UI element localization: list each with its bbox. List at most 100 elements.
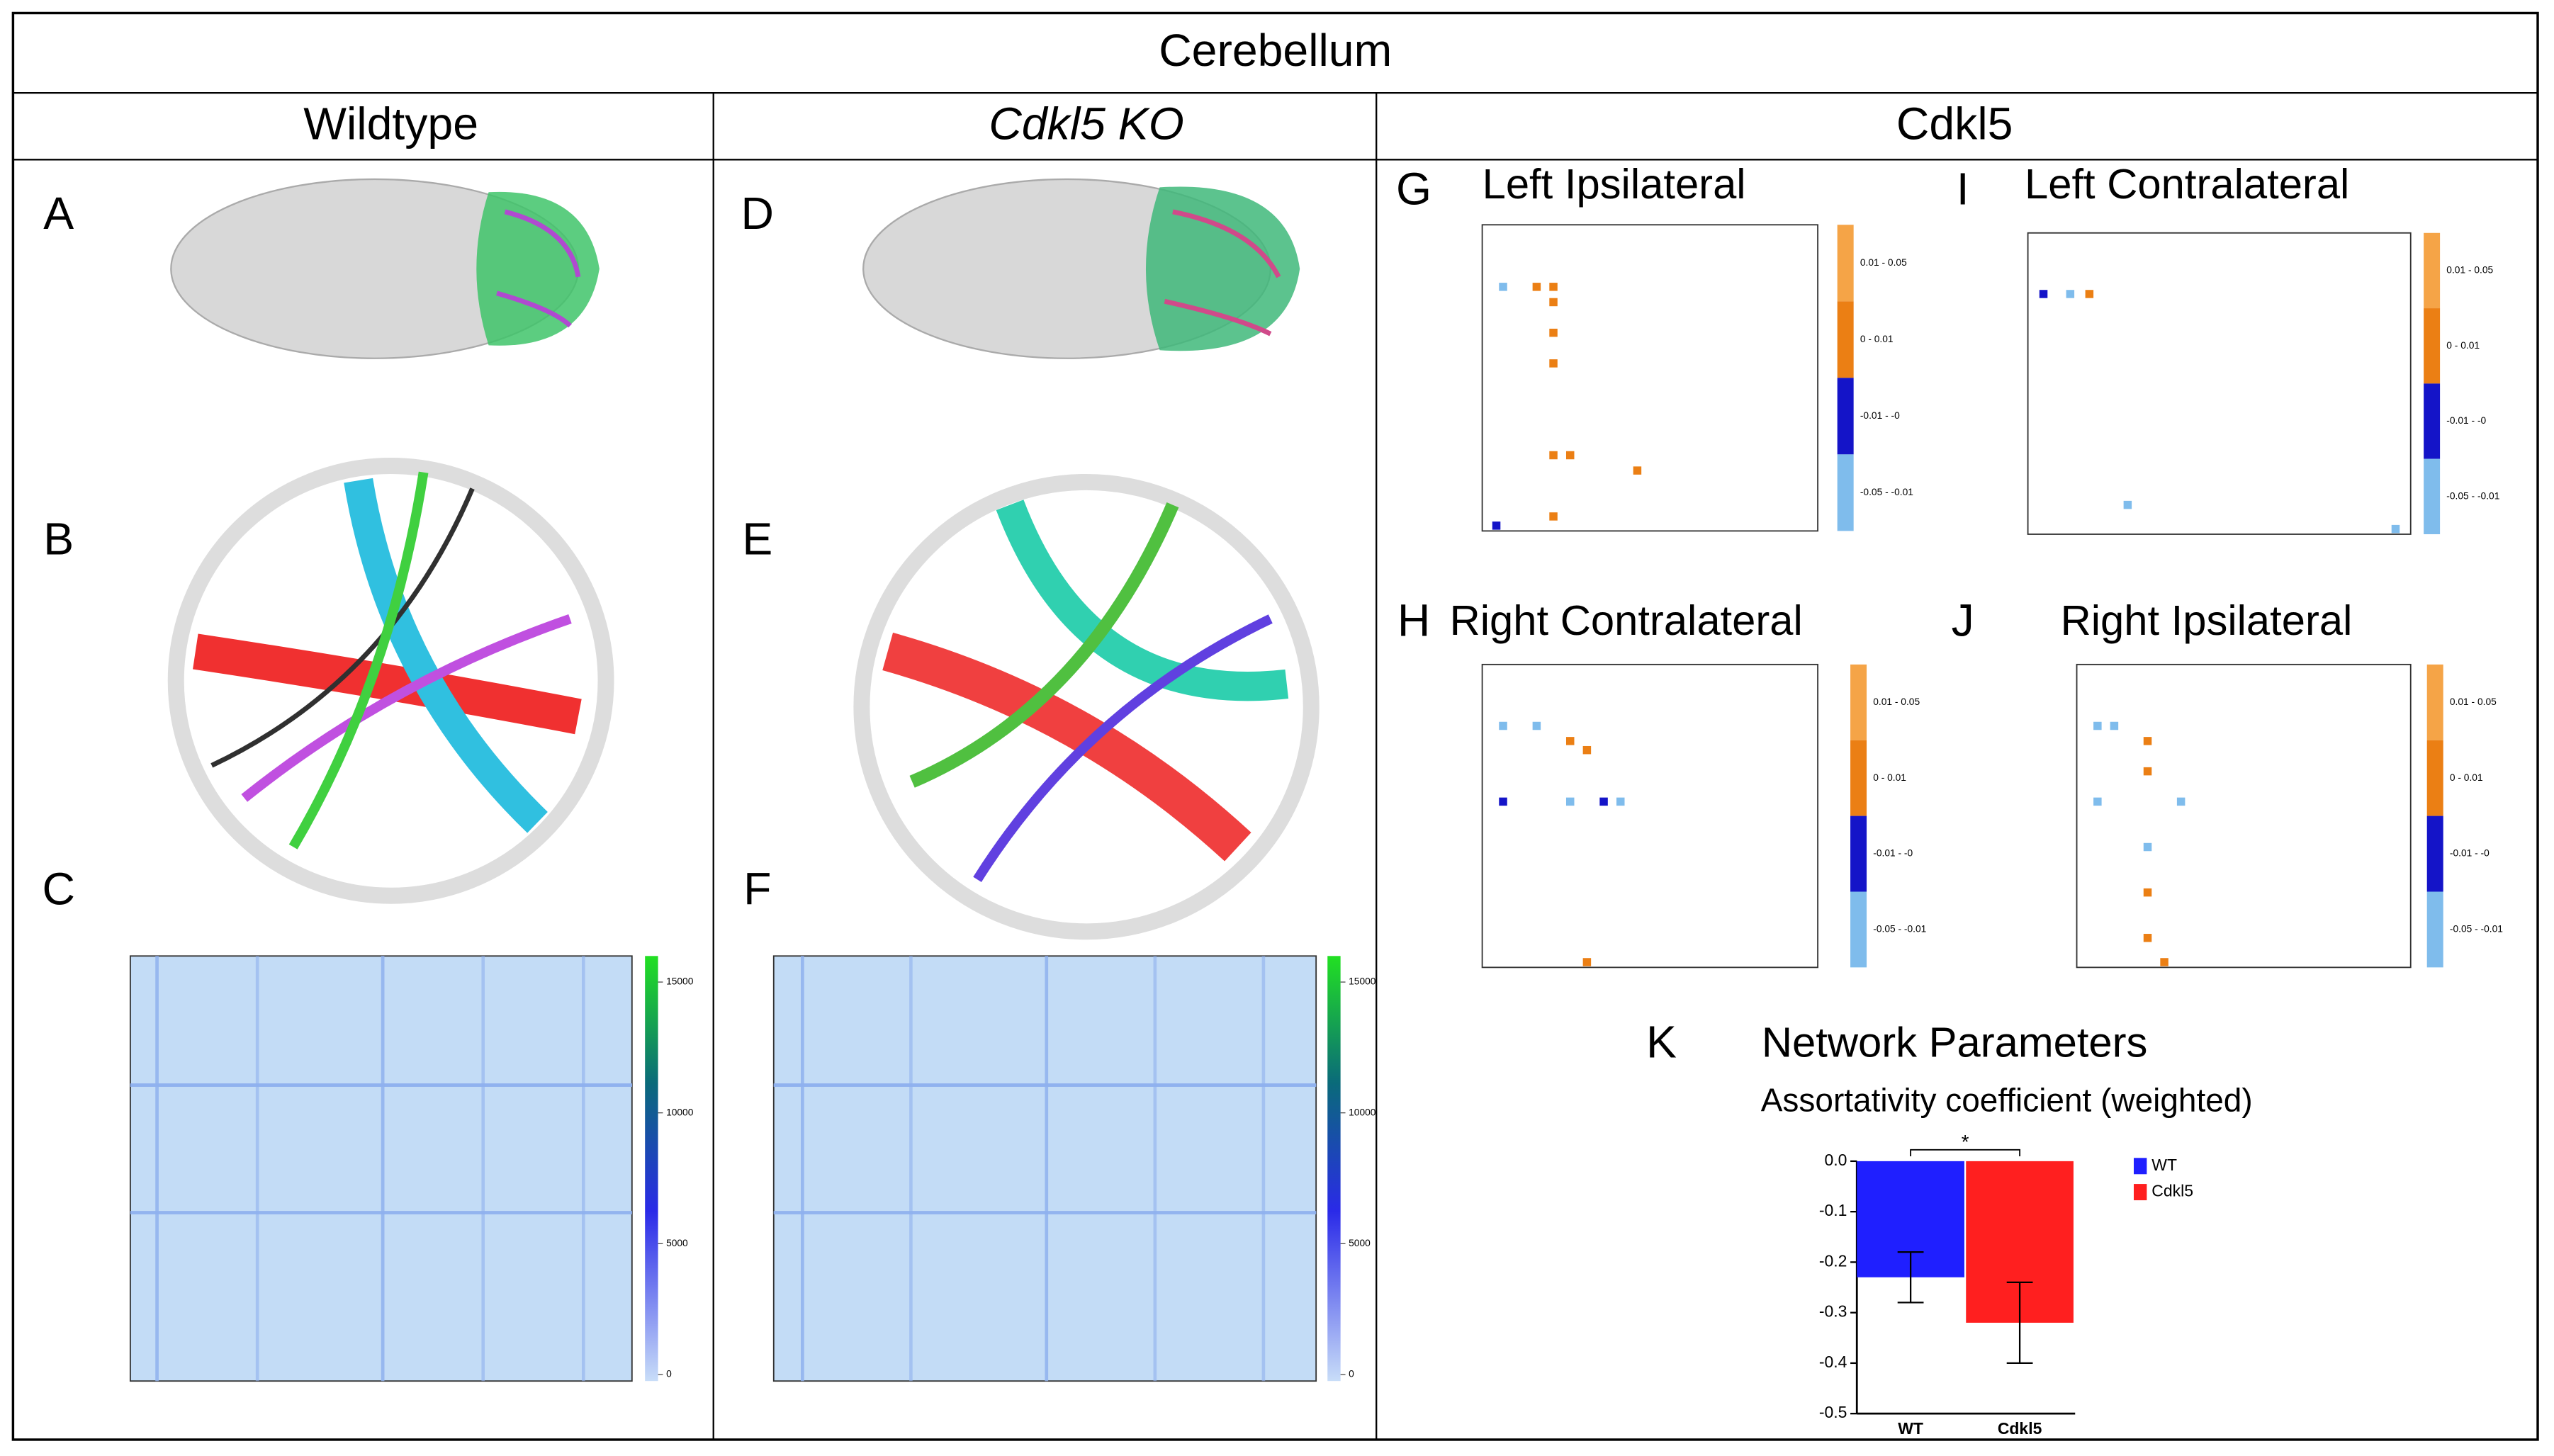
legend-swatch (1837, 378, 1854, 455)
heatmap-line (255, 956, 259, 1382)
colorbar-tick-label: 0 (666, 1369, 672, 1379)
legend-label: -0.05 - -0.01 (2450, 924, 2503, 935)
panel-letter: D (741, 188, 774, 239)
matrix-cell (1549, 512, 1558, 521)
legend-label: 0.01 - 0.05 (2446, 265, 2493, 276)
matrix-cell (1582, 745, 1592, 755)
matrix-cell (1599, 797, 1608, 806)
panel-letter: E (742, 513, 772, 564)
panel-letter: J (1952, 594, 1974, 645)
matrix-cell (2143, 888, 2152, 897)
legend-swatch (2426, 740, 2443, 816)
heatmap-line (909, 956, 913, 1382)
colorbar-tick-label: 5000 (1349, 1238, 1371, 1248)
heatmap-line (1261, 956, 1266, 1382)
matrix (1481, 224, 1819, 532)
legend-swatch (1850, 740, 1867, 816)
brain-render (170, 178, 600, 359)
matrix-cell (1549, 328, 1558, 337)
legend-label: 0 - 0.01 (2450, 772, 2483, 783)
matrix-cell (1549, 359, 1558, 368)
x-tick-label: Cdkl5 (1998, 1419, 2042, 1438)
chart-title: Network Parameters (1762, 1018, 2148, 1066)
chord-diagram (853, 473, 1320, 940)
matrix-cell (1499, 283, 1507, 291)
heatmap-line (155, 956, 159, 1382)
colorbar-tick-label: 5000 (666, 1238, 688, 1248)
heatmap-line (582, 956, 585, 1382)
legend-label: 0 - 0.01 (1860, 334, 1894, 344)
matrix-cell (2066, 290, 2075, 298)
panel-letter: F (743, 864, 771, 915)
panel-letter: I (1957, 163, 1969, 214)
matrix-cell (1616, 797, 1625, 806)
chart-subtitle: Assortativity coefficient (weighted) (1761, 1081, 2253, 1118)
chord-diagram (167, 457, 614, 904)
matrix-cell (2123, 500, 2132, 509)
legend-label: 0 - 0.01 (1873, 772, 1906, 783)
heatmap-line (773, 1211, 1317, 1214)
legend-label: -0.05 - -0.01 (1860, 487, 1913, 497)
matrix-cell (1582, 958, 1592, 966)
legend-label: -0.01 - -0 (1860, 410, 1900, 421)
panel-letter: B (43, 513, 74, 564)
legend-swatch (2133, 1158, 2147, 1175)
matrix-cell (2143, 737, 2152, 745)
legend-label: -0.01 - -0 (1873, 848, 1913, 859)
matrix-cell (1532, 283, 1541, 291)
legend-label: 0.01 - 0.05 (1873, 696, 1920, 707)
x-tick-label: WT (1898, 1419, 1923, 1438)
panel-letter: C (43, 864, 75, 915)
column-header: Wildtype (303, 98, 478, 149)
annotation: * (1962, 1131, 1969, 1153)
matrix-cell (1499, 721, 1507, 730)
matrix (2076, 663, 2412, 969)
legend-swatch (2424, 308, 2441, 384)
legend-label: Cdkl5 (2151, 1182, 2193, 1200)
legend-swatch (2424, 232, 2441, 309)
y-tick-label: -0.2 (1819, 1251, 1847, 1270)
matrix-cell (1565, 737, 1575, 745)
matrix-cell (2160, 958, 2168, 966)
matrix-cell (1565, 451, 1575, 460)
colorbar (1327, 956, 1341, 1382)
legend-swatch (2426, 816, 2443, 892)
legend-swatch (1850, 664, 1867, 740)
brain-render (862, 178, 1300, 359)
y-tick-label: -0.5 (1819, 1403, 1847, 1421)
matrix-cell (2143, 934, 2152, 942)
matrix-title: Right Contralateral (1450, 597, 1803, 644)
colorbar-tick-label: 0 (1349, 1369, 1354, 1379)
colorbar-tick-label: 15000 (1349, 976, 1376, 987)
colorbar-tick-label: 15000 (666, 976, 694, 987)
heatmap-line (773, 1083, 1317, 1087)
matrix-title: Left Contralateral (2025, 160, 2349, 208)
legend-swatch (2426, 891, 2443, 968)
matrix-cell (2391, 524, 2400, 534)
heatmap-line (130, 1211, 632, 1214)
frame (11, 11, 2539, 1441)
matrix-cell (1532, 721, 1541, 730)
colorbar-tick-label: 10000 (1349, 1107, 1376, 1117)
heatmap-line (1045, 956, 1049, 1382)
matrix-cell (2093, 721, 2102, 730)
y-tick-label: -0.3 (1819, 1302, 1847, 1321)
significance-bracket (1910, 1149, 2021, 1156)
legend-swatch (1850, 891, 1867, 968)
legend-swatch (2426, 664, 2443, 740)
column-header: Cdkl5 KO (989, 98, 1183, 149)
colorbar (645, 956, 658, 1382)
column-header: Cdkl5 (1896, 98, 2013, 149)
colorbar-tick-label: 10000 (666, 1107, 694, 1117)
legend-label: -0.01 - -0 (2446, 415, 2486, 426)
legend-swatch (1837, 225, 1854, 302)
matrix-cell (2110, 721, 2119, 730)
figure-title: Cerebellum (1159, 25, 1392, 76)
matrix-cell (1499, 797, 1507, 806)
heatmap-line (801, 956, 804, 1382)
matrix-cell (2143, 842, 2152, 852)
heatmap-line (1153, 956, 1157, 1382)
legend-swatch (1837, 454, 1854, 531)
y-tick-label: -0.1 (1819, 1201, 1847, 1219)
